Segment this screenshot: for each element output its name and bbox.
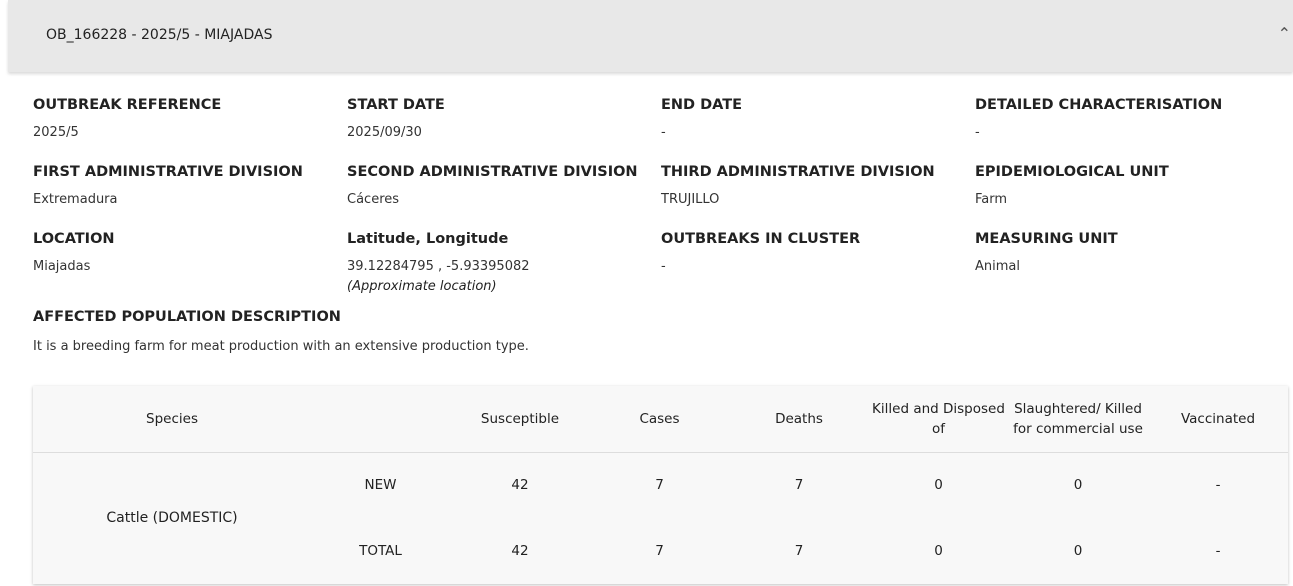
header-title: OB_166228 - 2025/5 - MIAJADAS [46,27,273,43]
field-label: START DATE [347,97,445,113]
table-cell: NEW [364,477,397,493]
table-cell: 0 [1073,543,1083,559]
collapse-icon[interactable]: ⌃ [1277,24,1291,43]
column-header: Killed and Disposed of [872,401,1005,437]
field-label: END DATE [661,97,743,113]
field-label: LOCATION [33,231,115,247]
field-label: EPIDEMIOLOGICAL UNIT [975,164,1169,180]
field-value: 2025/09/30 [347,125,422,140]
field-value: Extremadura [33,192,118,207]
column-header: Slaughtered/ Killed for commercial use [1013,401,1143,437]
table-cell: 7 [794,543,804,559]
field-label: AFFECTED POPULATION DESCRIPTION [33,309,341,325]
field-value: Animal [975,259,1020,274]
field-note: (Approximate location) [347,279,497,294]
field-label: Latitude, Longitude [347,231,509,247]
field-label: OUTBREAKS IN CLUSTER [661,231,861,247]
table-cell: 7 [655,477,664,493]
table-cell: 42 [511,477,529,493]
column-header: Deaths [775,411,823,427]
field-label: THIRD ADMINISTRATIVE DIVISION [661,164,935,180]
table-cell: 7 [794,477,804,493]
field-label: OUTBREAK REFERENCE [33,97,222,113]
field-value: It is a breeding farm for meat productio… [33,339,529,354]
field-label: FIRST ADMINISTRATIVE DIVISION [33,164,303,180]
field-value: Miajadas [33,259,91,274]
table-cell: 7 [655,543,664,559]
field-value: 39.12284795 , -5.93395082 [347,259,530,274]
table-cell: 0 [934,543,943,559]
field-value: 2025/5 [33,125,79,140]
table: Species Susceptible Cases Deaths Killed and … [33,386,1288,584]
field-value: Cáceres [347,192,400,207]
field-value: - [661,259,666,274]
column-header: Species [146,411,198,427]
column-header: Cases [639,411,680,427]
field-label: DETAILED CHARACTERISATION [975,97,1223,113]
column-header: Susceptible [480,411,560,427]
field-value: Farm [975,192,1008,207]
table-cell: TOTAL [359,543,402,559]
table-cell: - [1215,477,1221,493]
field-value: - [975,125,980,140]
field-label: MEASURING UNIT [975,231,1118,247]
table-cell: 0 [1073,477,1083,493]
table-cell: - [1215,543,1221,559]
table-cell: 42 [511,543,529,559]
field-value: TRUJILLO [661,192,720,207]
table-cell: 0 [934,477,943,493]
species-cell: Cattle (DOMESTIC) [106,510,238,526]
divider [33,452,1288,453]
column-header: Vaccinated [1180,411,1256,427]
field-label: SECOND ADMINISTRATIVE DIVISION [347,164,638,180]
field-value: - [661,125,666,140]
accordion-header[interactable]: OB_166228 - 2025/5 - MIAJADAS ⌃ [8,0,1293,72]
